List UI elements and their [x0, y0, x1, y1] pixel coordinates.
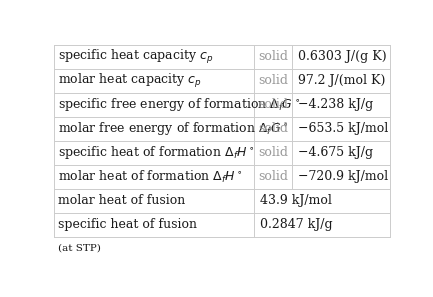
- Text: specific heat of fusion: specific heat of fusion: [58, 218, 197, 231]
- Text: solid: solid: [258, 74, 288, 87]
- Text: solid: solid: [258, 146, 288, 159]
- Text: solid: solid: [258, 50, 288, 63]
- Text: specific heat capacity $c_p$: specific heat capacity $c_p$: [58, 48, 213, 66]
- Text: (at STP): (at STP): [58, 244, 101, 253]
- Text: molar heat of formation $\Delta_f H^\circ$: molar heat of formation $\Delta_f H^\cir…: [58, 169, 243, 185]
- Text: 0.6303 J/(g K): 0.6303 J/(g K): [298, 50, 387, 63]
- Text: 97.2 J/(mol K): 97.2 J/(mol K): [298, 74, 386, 87]
- Text: specific free energy of formation $\Delta_f G^\circ$: specific free energy of formation $\Delt…: [58, 96, 301, 113]
- Text: −4.238 kJ/g: −4.238 kJ/g: [298, 98, 374, 111]
- Text: solid: solid: [258, 170, 288, 183]
- Text: −4.675 kJ/g: −4.675 kJ/g: [298, 146, 374, 159]
- Text: molar heat of fusion: molar heat of fusion: [58, 194, 185, 207]
- Text: molar free energy of formation $\Delta_f G^\circ$: molar free energy of formation $\Delta_f…: [58, 120, 289, 137]
- Text: molar heat capacity $c_p$: molar heat capacity $c_p$: [58, 72, 202, 90]
- Text: specific heat of formation $\Delta_f H^\circ$: specific heat of formation $\Delta_f H^\…: [58, 144, 255, 161]
- Text: −653.5 kJ/mol: −653.5 kJ/mol: [298, 122, 389, 135]
- Text: 43.9 kJ/mol: 43.9 kJ/mol: [260, 194, 332, 207]
- Text: solid: solid: [258, 122, 288, 135]
- Text: −720.9 kJ/mol: −720.9 kJ/mol: [298, 170, 388, 183]
- Text: solid: solid: [258, 98, 288, 111]
- Text: 0.2847 kJ/g: 0.2847 kJ/g: [260, 218, 333, 231]
